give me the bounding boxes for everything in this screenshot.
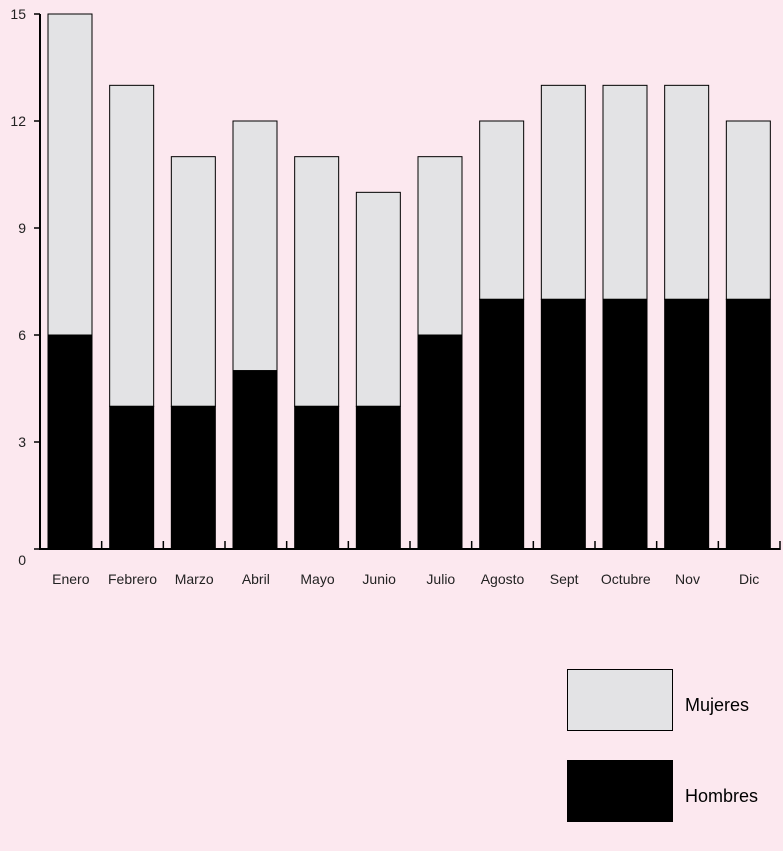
- y-tick-label: 3: [18, 434, 26, 450]
- bar-hombres: [109, 405, 155, 550]
- x-category-label: Octubre: [601, 571, 651, 587]
- legend-label-mujeres: Mujeres: [685, 695, 750, 715]
- x-category-label: Sept: [550, 571, 579, 587]
- bar-mujeres: [664, 84, 710, 300]
- category-labels: Enero Febrero Marzo Abril Mayo Junio Julio Agos…: [52, 571, 759, 587]
- y-tick-label: 15: [10, 6, 26, 22]
- bar-hombres: [540, 298, 586, 550]
- x-category-label: Junio: [362, 571, 396, 587]
- bar-hombres: [479, 298, 525, 550]
- bar-hombres: [294, 405, 340, 550]
- bars-group: [47, 13, 771, 550]
- y-tick-label: 6: [18, 327, 26, 343]
- bar-hombres: [170, 405, 216, 550]
- bar-hombres: [47, 334, 93, 550]
- bar-hombres: [602, 298, 648, 550]
- bar-mujeres: [109, 84, 155, 407]
- bar-mujeres: [47, 13, 93, 336]
- bar-mujeres: [417, 156, 463, 336]
- x-category-label: Nov: [675, 571, 700, 587]
- legend-label-hombres: Hombres: [685, 786, 759, 806]
- x-category-label: Marzo: [175, 571, 214, 587]
- bar-hombres: [725, 298, 771, 550]
- x-category-label: Dic: [739, 571, 759, 587]
- x-category-label: Mayo: [300, 571, 334, 587]
- legend-swatch-mujeres: [567, 669, 673, 731]
- bar-mujeres: [479, 120, 525, 300]
- y-tick-label: 0: [18, 552, 26, 568]
- bar-mujeres: [294, 156, 340, 407]
- stacked-bar-chart: 0 3 6 9 12 15 Enero Febrero Marzo Abril Mayo Junio…: [10, 6, 781, 587]
- bar-hombres: [232, 370, 278, 550]
- y-tick-label: 9: [18, 220, 26, 236]
- x-category-label: Julio: [426, 571, 455, 587]
- legend-swatch-hombres: [567, 760, 673, 822]
- y-axis-ticks: 0 3 6 9 12 15: [10, 6, 40, 568]
- bar-hombres: [417, 334, 463, 550]
- x-category-label: Agosto: [481, 571, 525, 587]
- bar-hombres: [664, 298, 710, 550]
- bar-mujeres: [355, 191, 401, 407]
- x-category-label: Enero: [52, 571, 90, 587]
- y-tick-label: 12: [10, 113, 26, 129]
- bar-mujeres: [540, 84, 586, 300]
- bar-hombres: [355, 405, 401, 550]
- bar-mujeres: [602, 84, 648, 300]
- bar-mujeres: [170, 156, 216, 407]
- x-category-label: Febrero: [108, 571, 157, 587]
- bar-mujeres: [725, 120, 771, 300]
- bar-mujeres: [232, 120, 278, 372]
- x-category-label: Abril: [242, 571, 270, 587]
